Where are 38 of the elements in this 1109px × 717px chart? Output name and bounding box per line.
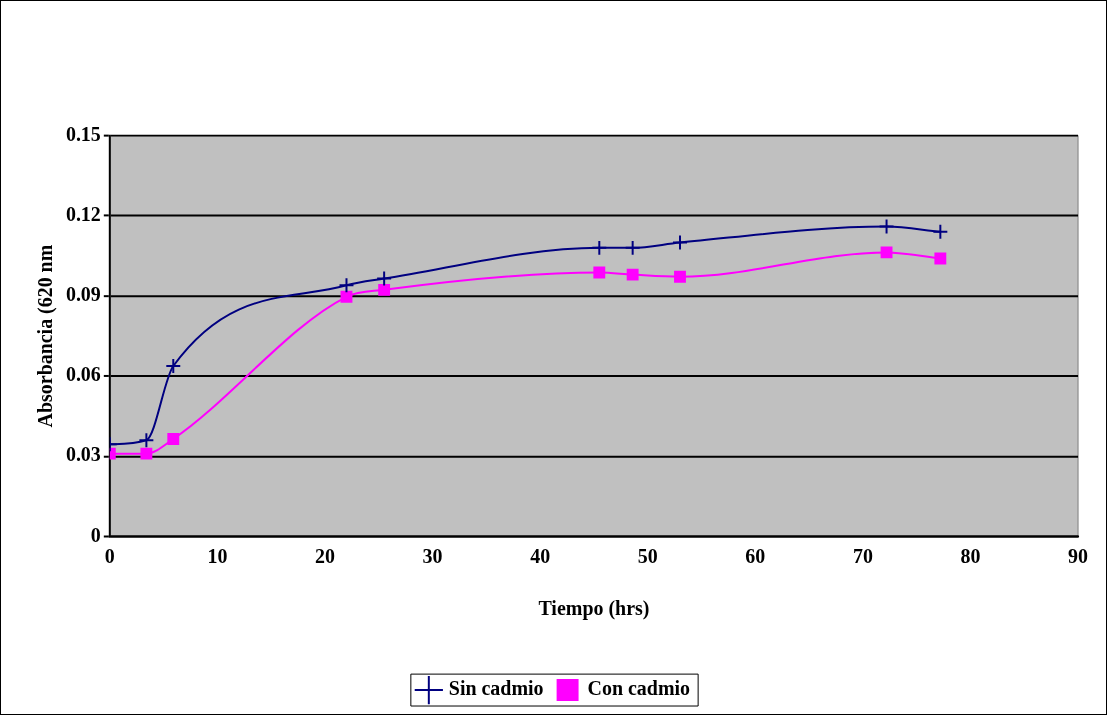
x-tick-label: 60 (745, 544, 766, 567)
point (340, 290, 353, 303)
y-tick-label: 0.06 (65, 363, 101, 386)
x-axis-title: Tiempo (hrs) (538, 597, 650, 621)
point (591, 239, 608, 256)
y-tick-label: 0.09 (65, 283, 101, 306)
point (167, 433, 180, 445)
y-tick-label: 0.12 (65, 202, 101, 225)
point (165, 358, 182, 374)
x-tick-label: 10 (207, 544, 228, 567)
point (140, 447, 153, 460)
point (376, 270, 393, 287)
x-tick-label: 30 (422, 544, 443, 567)
x-tick-label: 70 (852, 544, 873, 567)
x-tick-label: 90 (1068, 544, 1089, 567)
point (672, 234, 688, 251)
x-tick-label: 50 (637, 544, 658, 567)
point (932, 223, 949, 240)
point (138, 432, 155, 449)
point (674, 270, 686, 283)
y-tick-label: 0.03 (65, 443, 101, 466)
legend-label: Con cadmio (587, 677, 691, 700)
point (624, 239, 641, 256)
legend-label: Sin cadmio (448, 677, 544, 700)
y-tick-label: 0 (90, 523, 101, 546)
x-tick-label: 20 (315, 544, 335, 567)
y-tick-label: 0.15 (65, 122, 101, 145)
point (626, 268, 639, 281)
x-tick-label: 0 (104, 544, 115, 567)
x-tick-label: 80 (960, 544, 981, 567)
point (378, 283, 391, 296)
y-axis-title: Absorbancia (620 nm (34, 244, 58, 428)
point (338, 277, 355, 294)
x-tick-label: 40 (530, 544, 551, 567)
point (934, 252, 947, 265)
point (878, 218, 895, 235)
point (880, 246, 893, 259)
point (593, 266, 606, 279)
